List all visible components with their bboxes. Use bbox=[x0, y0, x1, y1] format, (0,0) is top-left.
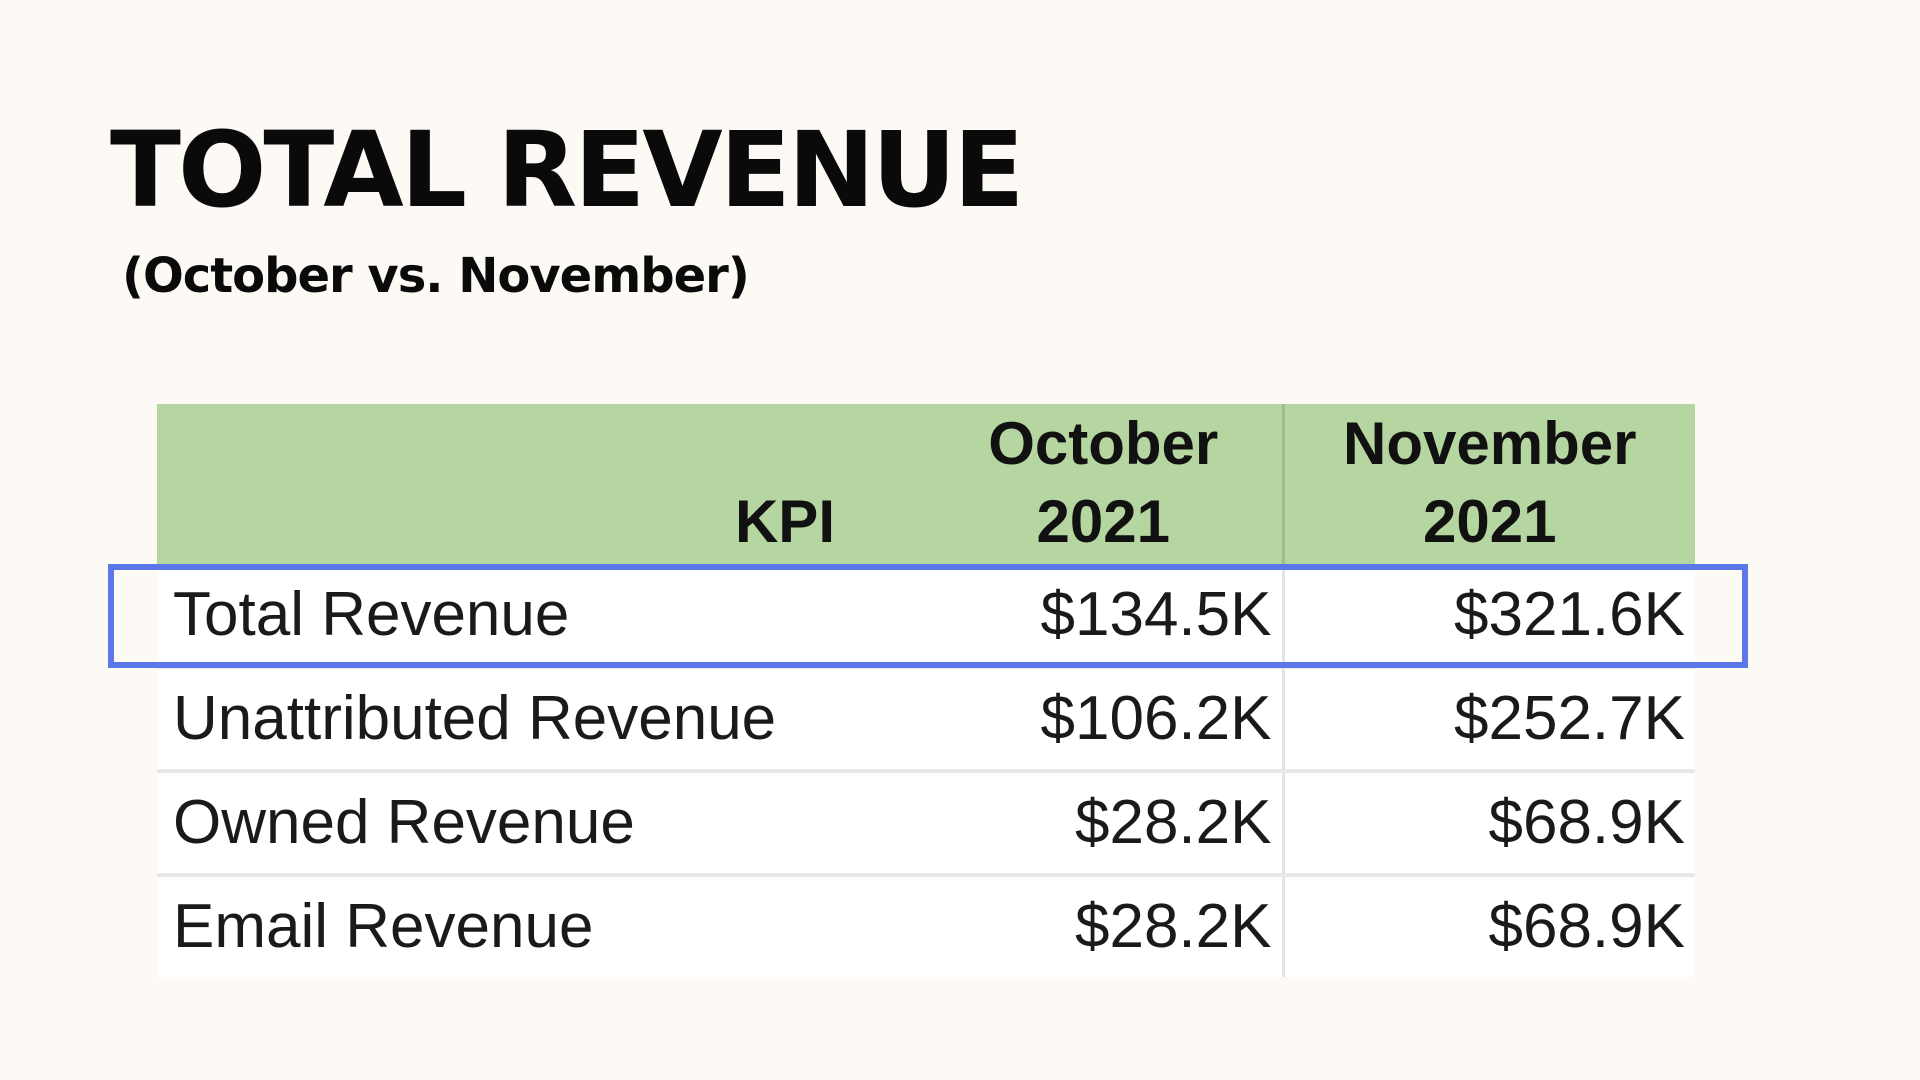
october-value-cell: $134.5K bbox=[925, 565, 1285, 669]
table-row-total-revenue: Total Revenue $134.5K $321.6K bbox=[157, 565, 1695, 669]
table-row-unattributed-revenue: Unattributed Revenue $106.2K $252.7K bbox=[157, 667, 1695, 773]
kpi-name-cell: Email Revenue bbox=[157, 875, 925, 977]
page-title: TOTAL REVENUE bbox=[110, 109, 1024, 231]
page-subtitle: (October vs. November) bbox=[122, 248, 750, 304]
table-header: KPI October 2021 November 2021 bbox=[157, 404, 1695, 565]
kpi-name-cell: Total Revenue bbox=[157, 565, 925, 669]
november-value-cell: $68.9K bbox=[1283, 771, 1695, 877]
table-body: Total Revenue $134.5K $321.6K Unattribut… bbox=[157, 565, 1695, 977]
table-row-email-revenue: Email Revenue $28.2K $68.9K bbox=[157, 875, 1695, 977]
october-value-cell: $28.2K bbox=[925, 771, 1285, 877]
column-header-october: October 2021 bbox=[925, 404, 1285, 565]
kpi-table: KPI October 2021 November 2021 Total Rev… bbox=[157, 404, 1695, 977]
column-header-october-month: October bbox=[988, 410, 1219, 477]
column-header-november: November 2021 bbox=[1283, 404, 1695, 565]
november-value-cell: $68.9K bbox=[1283, 875, 1695, 977]
kpi-name-cell: Owned Revenue bbox=[157, 771, 925, 877]
table-row-owned-revenue: Owned Revenue $28.2K $68.9K bbox=[157, 771, 1695, 877]
header-row: KPI October 2021 November 2021 bbox=[157, 404, 1695, 565]
october-value-cell: $28.2K bbox=[925, 875, 1285, 977]
column-header-november-year: 2021 bbox=[1423, 488, 1557, 555]
october-value-cell: $106.2K bbox=[925, 667, 1285, 773]
november-value-cell: $252.7K bbox=[1283, 667, 1695, 773]
column-header-kpi: KPI bbox=[157, 404, 925, 565]
column-header-november-month: November bbox=[1343, 410, 1637, 477]
column-header-october-year: 2021 bbox=[1036, 488, 1170, 555]
kpi-name-cell: Unattributed Revenue bbox=[157, 667, 925, 773]
november-value-cell: $321.6K bbox=[1283, 565, 1695, 669]
